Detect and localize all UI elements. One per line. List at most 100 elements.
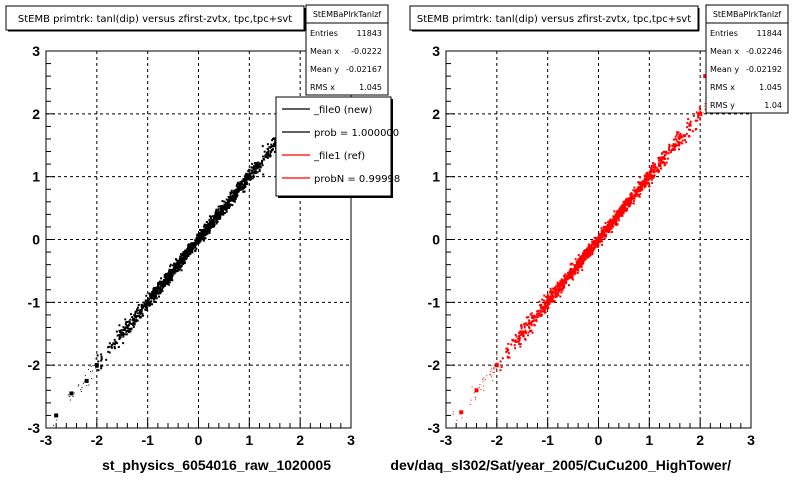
data-point [636, 193, 639, 196]
data-point [496, 354, 498, 356]
data-point [100, 353, 103, 356]
data-point [191, 244, 194, 247]
data-point [644, 184, 647, 187]
data-point [210, 222, 213, 225]
data-point [561, 287, 564, 290]
data-point [580, 255, 583, 258]
stats-value: 11844 [757, 29, 782, 38]
data-point [563, 283, 566, 286]
data-point [212, 221, 215, 224]
data-point [246, 178, 249, 181]
data-point [527, 334, 530, 337]
data-point [589, 250, 592, 253]
data-point [546, 294, 549, 297]
data-point [191, 250, 194, 253]
data-point [166, 283, 169, 286]
data-point [108, 345, 111, 348]
data-point [165, 276, 168, 279]
data-point [565, 275, 568, 278]
data-point [205, 230, 208, 233]
data-point [153, 295, 156, 298]
data-point [216, 212, 219, 215]
data-point [168, 283, 171, 286]
data-point [548, 295, 551, 298]
data-point [175, 262, 178, 265]
data-point [179, 261, 182, 264]
data-point [625, 209, 628, 212]
data-point [619, 213, 622, 216]
data-point [617, 219, 620, 222]
data-point [659, 160, 662, 163]
data-point [229, 197, 232, 200]
data-point [162, 283, 165, 286]
data-point [587, 256, 590, 259]
data-point [593, 241, 596, 244]
data-point [235, 192, 238, 195]
data-point [223, 212, 226, 215]
data-point [518, 331, 521, 334]
data-point [506, 355, 509, 358]
data-point [543, 307, 546, 310]
data-point [119, 331, 122, 334]
data-point [574, 264, 577, 267]
data-point [605, 225, 608, 228]
data-point [514, 341, 517, 344]
x-tick-label: -1 [541, 432, 554, 448]
data-point [688, 124, 691, 127]
data-point [628, 200, 631, 203]
data-point [185, 257, 188, 260]
data-point [257, 166, 260, 169]
data-point [601, 229, 604, 232]
data-point [209, 217, 212, 220]
data-point [608, 221, 611, 224]
y-tick-label: -2 [28, 357, 41, 373]
data-point [135, 310, 138, 313]
data-point [269, 154, 272, 157]
data-point [585, 248, 588, 251]
data-point [615, 211, 618, 214]
data-point [216, 215, 219, 218]
data-point [633, 190, 636, 193]
data-point [638, 181, 641, 184]
data-point [569, 267, 572, 270]
chart-title: StEMB primtrk: tanl(dip) versus zfirst-z… [18, 14, 292, 25]
data-point [80, 391, 82, 393]
data-point [235, 193, 238, 196]
data-point [222, 212, 225, 215]
data-point [593, 248, 596, 251]
data-point [259, 162, 262, 165]
data-point [538, 313, 541, 316]
data-point [159, 291, 162, 294]
data-point [552, 295, 555, 298]
data-point [551, 300, 554, 303]
data-point [223, 200, 226, 203]
data-point [566, 272, 569, 275]
data-point [172, 264, 175, 267]
data-point [571, 262, 574, 265]
data-point [144, 306, 147, 309]
data-point [237, 186, 240, 189]
data-point [129, 330, 132, 333]
data-point [527, 331, 530, 334]
data-point [621, 206, 626, 211]
data-point [198, 240, 201, 243]
data-point [582, 257, 585, 260]
data-point [695, 111, 698, 114]
data-point [249, 177, 252, 180]
data-point [584, 252, 587, 255]
data-point [546, 298, 549, 301]
data-point [251, 177, 254, 180]
data-point [506, 347, 509, 350]
stats-value: -0.02246 [746, 47, 782, 56]
data-point [561, 289, 564, 292]
data-point [241, 186, 244, 189]
data-point [591, 247, 594, 250]
data-point [571, 268, 576, 273]
data-point [552, 287, 555, 290]
data-point [484, 379, 486, 381]
data-point [230, 198, 233, 201]
data-point [566, 276, 569, 279]
data-point [461, 417, 463, 419]
data-point [531, 320, 534, 323]
